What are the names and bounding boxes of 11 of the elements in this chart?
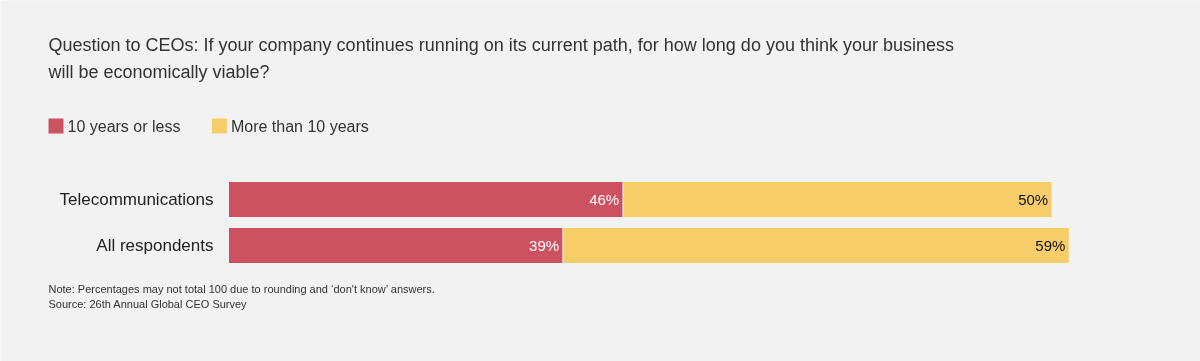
legend-label: More than 10 years — [230, 118, 369, 135]
data-label: 39% — [529, 237, 560, 254]
y-tick-label: All respondents — [96, 236, 214, 255]
source-note: Source: 26th Annual Global CEO Survey — [48, 297, 248, 310]
data-label: 59% — [1035, 237, 1066, 254]
y-tick-label: Telecommunications — [59, 190, 214, 209]
data-label: 46% — [589, 191, 620, 208]
annotation: Note: Percentages may not total 100 due to rounding and ‘don't know’ answers. — [48, 282, 435, 295]
data-label: 50% — [1018, 191, 1049, 208]
legend-label: 10 years or less — [67, 118, 181, 135]
chart-title: Question to CEOs: If your company continues running on its current path, for how long do you think your business will be economically viable? — [47, 34, 954, 82]
